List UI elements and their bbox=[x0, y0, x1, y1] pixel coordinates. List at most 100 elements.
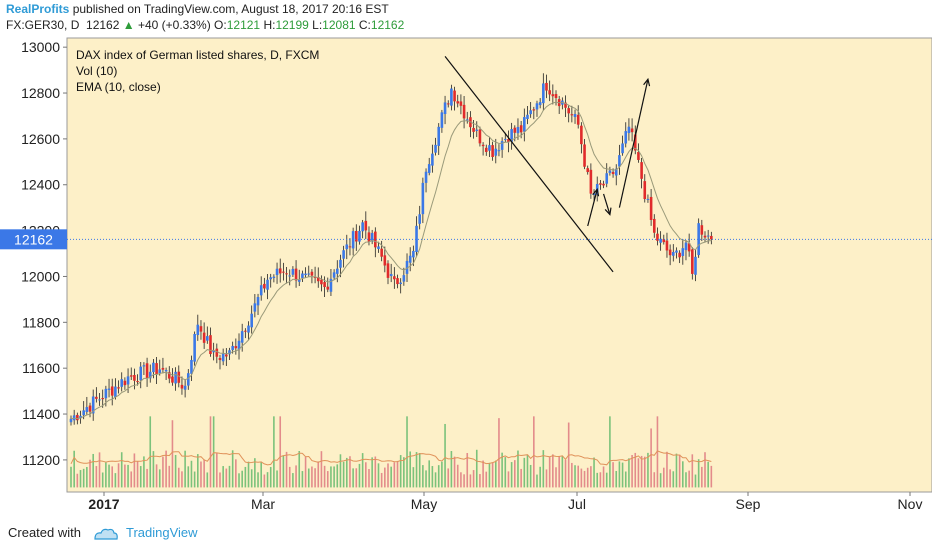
volume-bar bbox=[317, 461, 320, 488]
candle-body bbox=[158, 369, 162, 374]
tradingview-brand-link[interactable]: TradingView bbox=[126, 525, 198, 540]
candle-body bbox=[694, 256, 697, 275]
volume-bar bbox=[193, 471, 196, 488]
volume-bar bbox=[92, 453, 94, 488]
candle-body bbox=[465, 119, 469, 121]
volume-bar bbox=[73, 450, 75, 488]
volume-bar bbox=[602, 466, 605, 488]
volume-bar bbox=[437, 465, 440, 488]
candle-body bbox=[402, 275, 406, 282]
candle-body bbox=[526, 114, 529, 119]
last-price-tag bbox=[0, 229, 67, 250]
candle-body bbox=[364, 220, 368, 231]
volume-bar bbox=[425, 470, 427, 488]
candle-body bbox=[700, 225, 704, 235]
candle-body bbox=[710, 235, 713, 240]
volume-bar bbox=[89, 459, 91, 488]
volume-bar bbox=[219, 472, 221, 488]
volume-bar bbox=[285, 451, 288, 488]
x-tick-label: 2017 bbox=[88, 496, 119, 512]
volume-bar bbox=[197, 454, 199, 488]
volume-bar bbox=[609, 416, 611, 488]
volume-bar bbox=[365, 462, 367, 488]
candle-body bbox=[326, 286, 330, 290]
candle-body bbox=[706, 235, 710, 237]
volume-bar bbox=[545, 469, 548, 488]
volume-bar bbox=[361, 453, 364, 488]
candle-body bbox=[605, 173, 609, 184]
candle-body bbox=[424, 171, 428, 183]
volume-bar bbox=[314, 468, 316, 488]
volume-bar bbox=[403, 457, 405, 488]
volume-bar bbox=[561, 456, 564, 488]
volume-bar bbox=[475, 449, 478, 488]
candle-body bbox=[209, 335, 212, 355]
volume-bar bbox=[231, 450, 234, 488]
candle-body bbox=[256, 297, 260, 306]
candle-body bbox=[643, 181, 647, 200]
candle-body bbox=[76, 414, 79, 421]
volume-ma-line bbox=[70, 450, 712, 466]
candle-body bbox=[247, 325, 250, 333]
candle-body bbox=[564, 102, 567, 108]
legend-entry: EMA (10, close) bbox=[76, 80, 161, 94]
volume-bar bbox=[612, 462, 614, 488]
volume-bar bbox=[634, 452, 637, 488]
candle-body bbox=[580, 125, 583, 145]
legend-entry: Vol (10) bbox=[76, 64, 117, 78]
close-value: 12162 bbox=[370, 18, 405, 32]
footer: Created with TradingView bbox=[8, 525, 198, 541]
candle-body bbox=[345, 244, 349, 250]
volume-bar bbox=[580, 468, 583, 488]
volume-bar bbox=[374, 456, 377, 488]
volume-bar bbox=[688, 470, 690, 488]
y-tick-label: 11800 bbox=[22, 314, 60, 330]
volume-bar bbox=[593, 457, 595, 488]
candle-body bbox=[462, 104, 466, 119]
volume-bar bbox=[301, 471, 304, 488]
candle-body bbox=[576, 114, 580, 125]
volume-bar bbox=[82, 468, 85, 488]
candle-body bbox=[164, 370, 168, 372]
y-tick-label: 12600 bbox=[21, 131, 60, 147]
volume-bar bbox=[675, 453, 678, 488]
candle-body bbox=[221, 353, 225, 362]
projection-arrow bbox=[587, 189, 598, 227]
candle-body bbox=[323, 282, 326, 288]
volume-bar bbox=[647, 452, 649, 488]
x-tick-label: Mar bbox=[251, 496, 275, 512]
y-tick-label: 11200 bbox=[22, 452, 60, 468]
volume-bar bbox=[304, 457, 307, 488]
candle-body bbox=[440, 112, 444, 128]
volume-bar bbox=[539, 466, 541, 488]
candle-body bbox=[418, 214, 421, 224]
candle-body bbox=[383, 255, 387, 266]
candle-body bbox=[573, 114, 577, 117]
volume-bar bbox=[136, 461, 139, 488]
candle-body bbox=[500, 141, 504, 150]
volume-bar bbox=[460, 472, 462, 488]
volume-bar bbox=[672, 471, 675, 488]
candle-body bbox=[180, 384, 184, 389]
candle-body bbox=[212, 350, 215, 353]
projection-arrow bbox=[602, 193, 611, 215]
author-name[interactable]: RealProfits bbox=[6, 2, 70, 16]
volume-bar bbox=[396, 460, 399, 488]
volume-bar bbox=[415, 452, 418, 488]
candle-body bbox=[190, 359, 193, 374]
volume-bar bbox=[555, 467, 557, 488]
volume-bar bbox=[501, 452, 503, 488]
candle-body bbox=[155, 363, 158, 375]
candle-body bbox=[431, 153, 434, 166]
price-change: +40 (+0.33%) bbox=[137, 18, 211, 32]
candle-body bbox=[652, 218, 656, 233]
candle-body bbox=[532, 109, 536, 111]
candle-body bbox=[69, 418, 73, 423]
publish-header: RealProfits published on TradingView.com… bbox=[6, 2, 389, 16]
volume-bar bbox=[682, 461, 684, 488]
volume-bar bbox=[412, 467, 415, 488]
candle-body bbox=[218, 357, 222, 361]
candle-body bbox=[529, 110, 532, 115]
volume-bar bbox=[479, 474, 481, 488]
